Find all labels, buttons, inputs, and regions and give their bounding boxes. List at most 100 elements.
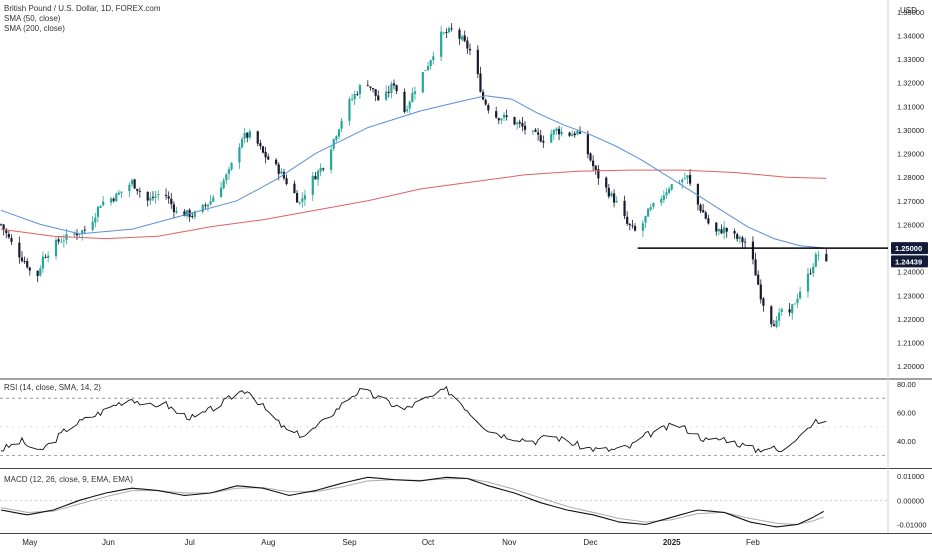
x-tick-label: Feb: [746, 538, 760, 547]
candle-body: [799, 291, 802, 299]
candle-body: [442, 32, 445, 34]
candle-body: [267, 156, 270, 160]
last-price-tag: 1.24439: [891, 255, 928, 268]
candle-body: [20, 257, 24, 262]
candle-body: [390, 83, 393, 93]
candle: [615, 196, 618, 204]
candle: [741, 235, 744, 248]
candle: [751, 236, 755, 265]
candle-body: [521, 122, 524, 127]
candle-body: [647, 208, 650, 217]
candle-body: [592, 160, 595, 167]
candle-body: [151, 197, 155, 199]
candle-body: [136, 188, 139, 191]
candle-body: [301, 198, 304, 202]
candle: [534, 128, 537, 133]
candle-body: [518, 121, 521, 124]
candle: [812, 263, 815, 277]
candle: [227, 166, 231, 181]
candle: [468, 43, 472, 56]
candle-body: [678, 182, 681, 184]
candle: [20, 251, 24, 263]
candle-body: [332, 139, 335, 149]
candle: [481, 89, 485, 101]
candle: [350, 93, 354, 102]
candle: [230, 162, 233, 171]
candle: [26, 258, 29, 269]
candle-body: [172, 204, 176, 213]
candle-body: [26, 261, 29, 268]
candle: [267, 153, 270, 161]
candle: [775, 316, 778, 329]
candle-body: [736, 234, 739, 239]
price-tick-label: 1.21000: [897, 339, 924, 348]
candle: [607, 183, 610, 199]
candles: [0, 23, 828, 329]
macd-label: MACD (12, 26, close, 9, EMA, EMA): [4, 475, 133, 484]
candle: [720, 224, 723, 235]
price-tick-label: 1.29000: [897, 150, 924, 159]
x-tick-label: Jul: [185, 538, 195, 547]
candle: [429, 59, 432, 70]
macd-legend: MACD (12, 26, close, 9, EMA, EMA): [4, 475, 133, 485]
candle: [447, 26, 451, 34]
candle: [57, 236, 60, 245]
candle: [633, 223, 637, 232]
candle-body: [335, 136, 338, 140]
candle: [670, 183, 673, 191]
candle: [369, 86, 372, 91]
candle: [128, 182, 131, 198]
candle: [212, 194, 215, 202]
candle-body: [662, 195, 665, 200]
candle-body: [81, 230, 84, 235]
candle-body: [770, 306, 773, 325]
candle-body: [366, 85, 369, 86]
candle: [219, 182, 223, 198]
x-tick-label: Jun: [102, 538, 115, 547]
candle-body: [778, 312, 781, 321]
candle-body: [479, 73, 482, 92]
candle-body: [285, 178, 288, 185]
candle: [387, 85, 390, 98]
candle: [41, 251, 45, 273]
candle: [788, 303, 791, 317]
candle-body: [0, 224, 3, 226]
candle-body: [112, 198, 115, 201]
candle: [170, 192, 173, 209]
candle: [681, 177, 684, 189]
candle: [825, 248, 828, 262]
time-axis: May Jun Jul Aug Sep Oct Nov Dec 2025 Feb: [22, 538, 760, 547]
candle: [285, 174, 288, 186]
candle: [463, 30, 466, 43]
candle-body: [447, 28, 451, 33]
candle: [426, 62, 430, 71]
candle-body: [741, 237, 744, 243]
candle-body: [557, 128, 561, 135]
candle-body: [185, 210, 189, 217]
candle-body: [505, 115, 508, 118]
candle-body: [796, 298, 799, 304]
candle-body: [578, 131, 582, 134]
macd-signal-line: [0, 477, 824, 526]
candle-body: [586, 134, 589, 155]
candle-body: [201, 204, 204, 213]
candle: [432, 51, 435, 65]
candle: [466, 36, 469, 54]
candle: [18, 236, 21, 264]
candle: [497, 117, 500, 125]
macd-line: [0, 476, 824, 528]
candle: [780, 307, 783, 316]
candle-body: [539, 135, 542, 142]
price-tick-label: 1.27000: [897, 197, 924, 206]
rsi-tick-label: 60.00: [897, 409, 916, 418]
candle: [75, 229, 79, 241]
candle: [374, 89, 377, 102]
candle: [809, 268, 812, 275]
candle: [222, 177, 225, 190]
candle: [238, 143, 241, 169]
candle: [605, 176, 608, 193]
candle-body: [322, 168, 325, 170]
candle-body: [102, 201, 105, 206]
candle-body: [319, 167, 322, 172]
